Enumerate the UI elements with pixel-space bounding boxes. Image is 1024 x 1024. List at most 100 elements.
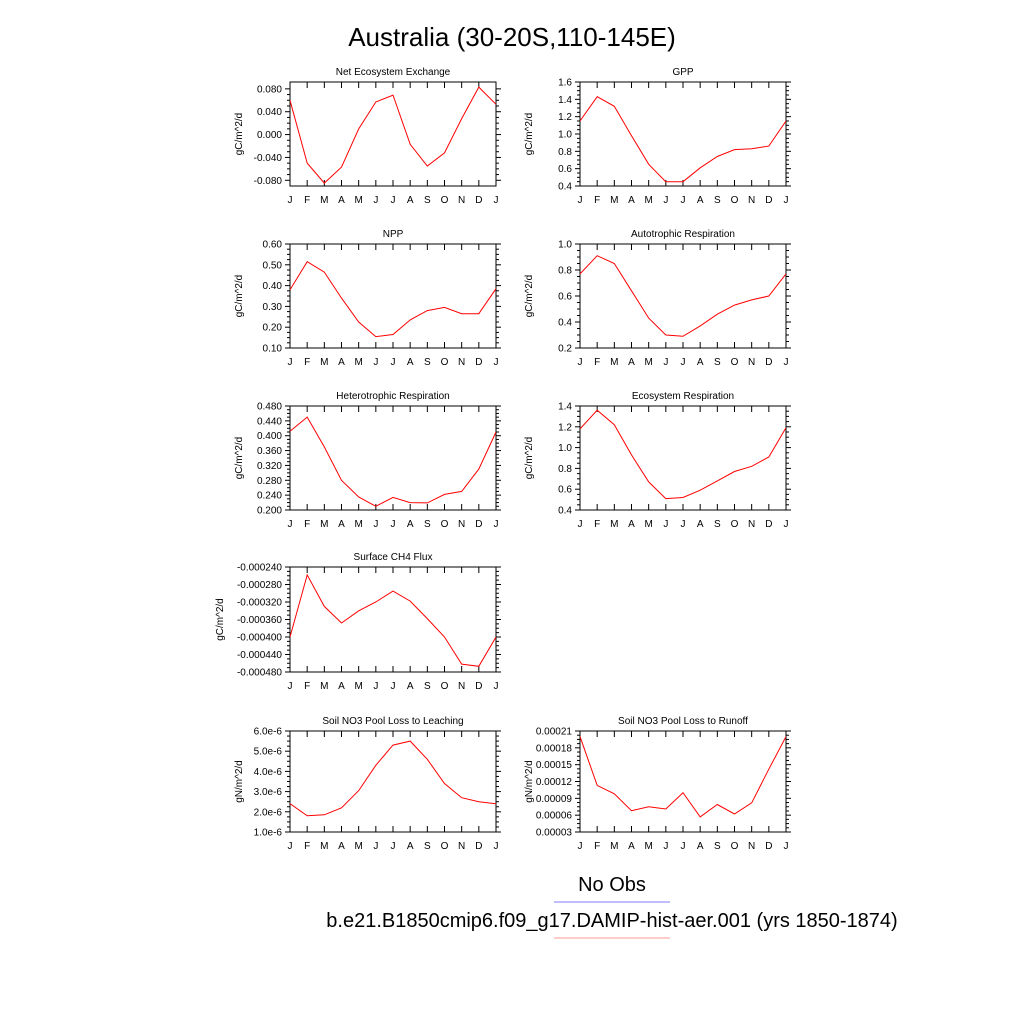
x-tick-label: M — [644, 841, 652, 852]
x-tick-label: O — [441, 195, 449, 206]
x-tick-label: F — [304, 681, 310, 692]
x-tick-label: J — [681, 841, 686, 852]
y-tick-label: 0.00009 — [536, 794, 573, 805]
y-tick-label: 0.10 — [263, 344, 283, 355]
x-tick-label: D — [475, 681, 482, 692]
x-tick-label: O — [731, 841, 739, 852]
plot-frame — [289, 243, 497, 349]
y-tick-label: 5.0e-6 — [254, 747, 283, 758]
x-tick-label: J — [391, 357, 396, 368]
x-tick-label: A — [697, 357, 704, 368]
x-tick-label: A — [407, 841, 414, 852]
y-axis-label: gC/m^2/d — [215, 598, 226, 641]
x-tick-label: A — [407, 195, 414, 206]
x-tick-label: J — [494, 841, 499, 852]
series-line-1 — [290, 416, 496, 507]
y-tick-label: 0.200 — [257, 506, 282, 517]
plot-frame — [579, 81, 787, 187]
x-tick-label: S — [714, 195, 721, 206]
x-tick-label: A — [338, 841, 345, 852]
x-tick-label: J — [663, 841, 668, 852]
y-tick-label: 1.0 — [558, 240, 572, 251]
y-axis-label: gC/m^2/d — [524, 437, 535, 480]
x-tick-label: M — [644, 357, 652, 368]
y-tick-label: 0.6 — [558, 292, 572, 303]
y-tick-label: 0.40 — [263, 281, 283, 292]
y-tick-label: 0.6 — [558, 164, 572, 175]
legend: No Obs b.e21.B1850cmip6.f09_g17.DAMIP-hi… — [326, 874, 898, 939]
x-tick-label: N — [458, 357, 465, 368]
x-tick-label: M — [354, 681, 362, 692]
plot-frame — [289, 566, 497, 673]
plot-frame — [289, 405, 497, 511]
x-tick-label: J — [784, 357, 789, 368]
x-tick-label: F — [594, 195, 600, 206]
x-tick-label: N — [748, 519, 755, 530]
y-tick-label: -0.000440 — [237, 650, 282, 661]
x-tick-label: N — [748, 841, 755, 852]
x-tick-label: F — [304, 195, 310, 206]
x-tick-label: J — [578, 841, 583, 852]
x-tick-label: F — [304, 519, 310, 530]
y-tick-label: 0.400 — [257, 431, 282, 442]
y-tick-label: 0.8 — [558, 266, 572, 277]
x-tick-label: J — [663, 195, 668, 206]
x-tick-label: A — [407, 357, 414, 368]
x-tick-label: M — [354, 519, 362, 530]
x-tick-label: J — [373, 519, 378, 530]
series-line-1 — [290, 740, 496, 817]
x-tick-label: J — [681, 357, 686, 368]
y-tick-label: 0.4 — [558, 182, 572, 193]
series-line-1 — [290, 261, 496, 338]
y-tick-label: 0.440 — [257, 416, 282, 427]
x-tick-label: A — [407, 519, 414, 530]
y-axis-label: gN/m^2/d — [524, 760, 535, 803]
panel-title: Soil NO3 Pool Loss to Runoff — [618, 716, 748, 727]
x-tick-label: M — [320, 195, 328, 206]
y-tick-label: 0.8 — [558, 464, 572, 475]
y-tick-label: 0.040 — [257, 107, 282, 118]
y-tick-label: 0.60 — [263, 240, 283, 251]
x-tick-label: S — [714, 841, 721, 852]
y-axis-label: gC/m^2/d — [524, 113, 535, 156]
x-tick-label: J — [373, 357, 378, 368]
x-tick-label: A — [628, 519, 635, 530]
x-tick-label: F — [304, 841, 310, 852]
panel-title: Autotrophic Respiration — [631, 229, 735, 240]
y-tick-label: 1.4 — [558, 402, 572, 413]
y-tick-label: 0.00006 — [536, 811, 573, 822]
x-tick-label: N — [458, 519, 465, 530]
panel-title: GPP — [672, 67, 693, 78]
y-tick-label: 0.00018 — [536, 743, 573, 754]
y-axis-label: gN/m^2/d — [234, 760, 245, 803]
series-line-1 — [290, 86, 496, 184]
x-tick-label: J — [288, 357, 293, 368]
y-tick-label: -0.000360 — [237, 615, 282, 626]
y-tick-label: -0.000280 — [237, 580, 282, 591]
legend-label-model: b.e21.B1850cmip6.f09_g17.DAMIP-hist-aer.… — [326, 910, 897, 932]
y-tick-label: 0.080 — [257, 84, 282, 95]
x-tick-label: O — [731, 519, 739, 530]
x-tick-label: J — [681, 195, 686, 206]
x-tick-label: J — [578, 357, 583, 368]
x-tick-label: S — [714, 519, 721, 530]
x-tick-label: O — [441, 357, 449, 368]
x-tick-label: D — [765, 841, 772, 852]
y-axis-label: gC/m^2/d — [524, 275, 535, 318]
plot-frame — [289, 730, 497, 833]
x-tick-label: D — [765, 357, 772, 368]
x-tick-label: N — [458, 195, 465, 206]
y-tick-label: 0.8 — [558, 147, 572, 158]
x-tick-label: M — [320, 357, 328, 368]
panel-title: Heterotrophic Respiration — [336, 391, 449, 402]
y-tick-label: 0.280 — [257, 476, 282, 487]
x-tick-label: M — [610, 519, 618, 530]
x-tick-label: J — [663, 519, 668, 530]
y-tick-label: -0.000240 — [237, 563, 282, 574]
x-tick-label: J — [784, 195, 789, 206]
x-tick-label: M — [644, 195, 652, 206]
x-tick-label: O — [731, 195, 739, 206]
